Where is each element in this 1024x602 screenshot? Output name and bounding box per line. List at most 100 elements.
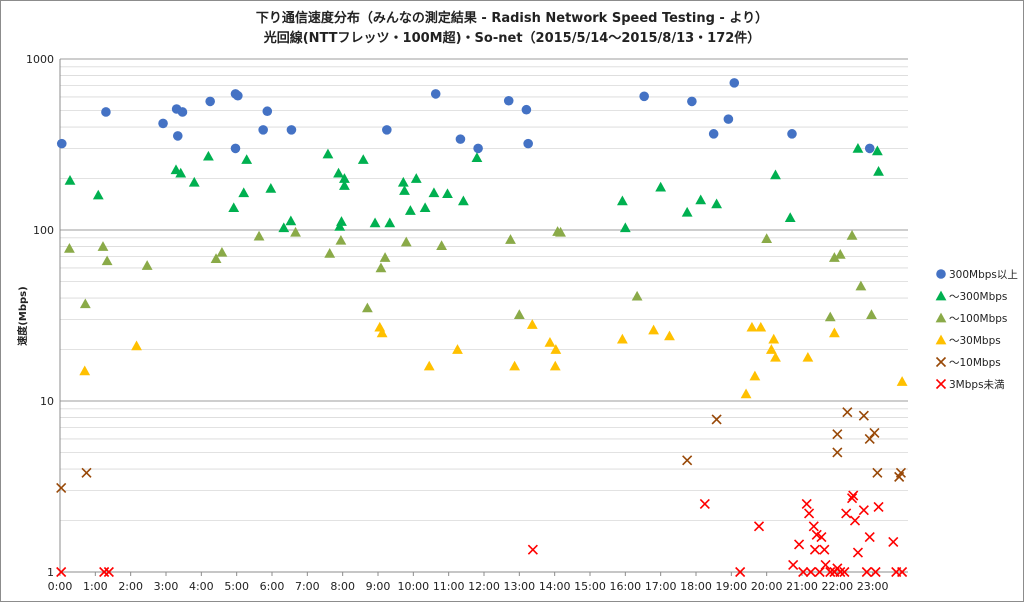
- data-point: [858, 410, 869, 421]
- data-point: [550, 344, 562, 354]
- data-point: [374, 321, 386, 332]
- data-point: [711, 198, 723, 209]
- data-point: [699, 498, 710, 510]
- data-point: [233, 90, 243, 101]
- data-point: [238, 187, 250, 198]
- data-point: [631, 290, 643, 301]
- data-point: [473, 143, 483, 154]
- data-point: [761, 233, 773, 243]
- legend-marker-shape: [935, 378, 947, 390]
- legend-marker: [935, 312, 947, 323]
- data-point: [265, 183, 277, 193]
- series-5: [56, 407, 906, 494]
- data-point: [97, 241, 109, 251]
- data-point: [188, 176, 200, 187]
- legend-label: 300Mbps以上: [949, 268, 1018, 281]
- data-point: [382, 125, 392, 135]
- data-point: [324, 247, 336, 258]
- data-point: [339, 180, 350, 190]
- data-point: [228, 202, 240, 213]
- data-point: [79, 365, 91, 376]
- data-point: [430, 89, 441, 99]
- data-point: [828, 252, 840, 262]
- data-point: [262, 106, 273, 117]
- data-point: [619, 222, 631, 233]
- chart-title: 下り通信速度分布（みんなの測定結果 - Radish Network Speed…: [255, 11, 769, 26]
- data-point: [64, 243, 75, 253]
- data-point: [400, 236, 412, 247]
- data-point: [158, 118, 168, 129]
- data-point: [804, 508, 815, 519]
- x-tick-label: 20:00: [751, 580, 783, 593]
- x-tick-label: 23:00: [857, 580, 889, 593]
- data-point: [809, 544, 821, 555]
- data-point: [814, 566, 825, 578]
- data-point: [241, 154, 253, 164]
- data-point: [379, 252, 391, 262]
- legend-marker: [935, 334, 947, 345]
- data-point: [820, 559, 831, 570]
- x-tick-label: 1:00: [83, 580, 108, 593]
- data-point: [832, 447, 843, 458]
- legend-marker-shape: [935, 290, 947, 301]
- data-point: [333, 167, 344, 178]
- legend-label: ～30Mbps: [949, 334, 1001, 347]
- x-tick-label: 11:00: [433, 580, 465, 593]
- x-tick-label: 5:00: [224, 580, 249, 593]
- data-point: [172, 131, 183, 141]
- data-point: [866, 309, 877, 319]
- data-point: [768, 333, 780, 344]
- data-point: [825, 566, 836, 578]
- grid-lines: [60, 58, 908, 573]
- data-point: [787, 129, 797, 139]
- data-point: [230, 143, 241, 154]
- data-point: [871, 145, 883, 156]
- legend: 300Mbps以上 ～300Mbps ～100Mbps ～30Mbps ～10Mbps 3…: [933, 263, 1018, 395]
- data-point: [335, 234, 347, 245]
- data-point: [895, 467, 906, 478]
- data-point: [729, 78, 740, 88]
- tick-labels: 1 10 100 1000 0:00 1:00 2:00 3:00 4:00 5:00 6:00 7:…: [26, 53, 889, 593]
- x-tick-label: 17:00: [645, 580, 677, 593]
- data-point: [816, 532, 827, 543]
- x-tick-label: 3:00: [154, 580, 179, 593]
- data-point: [399, 185, 410, 195]
- legend-marker: [936, 269, 946, 279]
- data-point: [832, 429, 843, 440]
- series-4: [79, 319, 908, 399]
- y-tick-label: 10: [40, 395, 54, 408]
- data-point: [681, 206, 693, 217]
- legend-item: ～300Mbps: [933, 285, 1018, 307]
- data-marks: [56, 78, 908, 578]
- data-point: [521, 104, 532, 115]
- data-point: [793, 539, 805, 550]
- legend-item: 3Mbps未満: [933, 373, 1018, 395]
- data-point: [376, 327, 388, 338]
- legend-label: ～100Mbps: [949, 312, 1008, 325]
- data-point: [616, 333, 628, 344]
- data-point: [765, 344, 777, 354]
- data-point: [131, 340, 142, 351]
- data-point: [870, 566, 881, 578]
- data-point: [177, 107, 188, 117]
- data-point: [849, 515, 861, 526]
- data-point: [544, 337, 556, 347]
- data-point: [846, 493, 858, 504]
- x-tick-label: 9:00: [366, 580, 391, 593]
- data-point: [101, 107, 111, 117]
- data-point: [286, 125, 297, 135]
- x-tick-label: 15:00: [574, 580, 606, 593]
- data-point: [410, 173, 422, 183]
- data-point: [362, 302, 373, 313]
- data-point: [839, 566, 850, 578]
- data-point: [655, 181, 667, 192]
- data-point: [92, 189, 104, 200]
- data-point: [384, 217, 396, 228]
- legend-marker-shape: [935, 356, 947, 368]
- legend-marker: [935, 356, 947, 368]
- data-point: [56, 138, 67, 149]
- data-point: [505, 234, 516, 244]
- data-point: [253, 230, 265, 241]
- data-point: [864, 143, 875, 154]
